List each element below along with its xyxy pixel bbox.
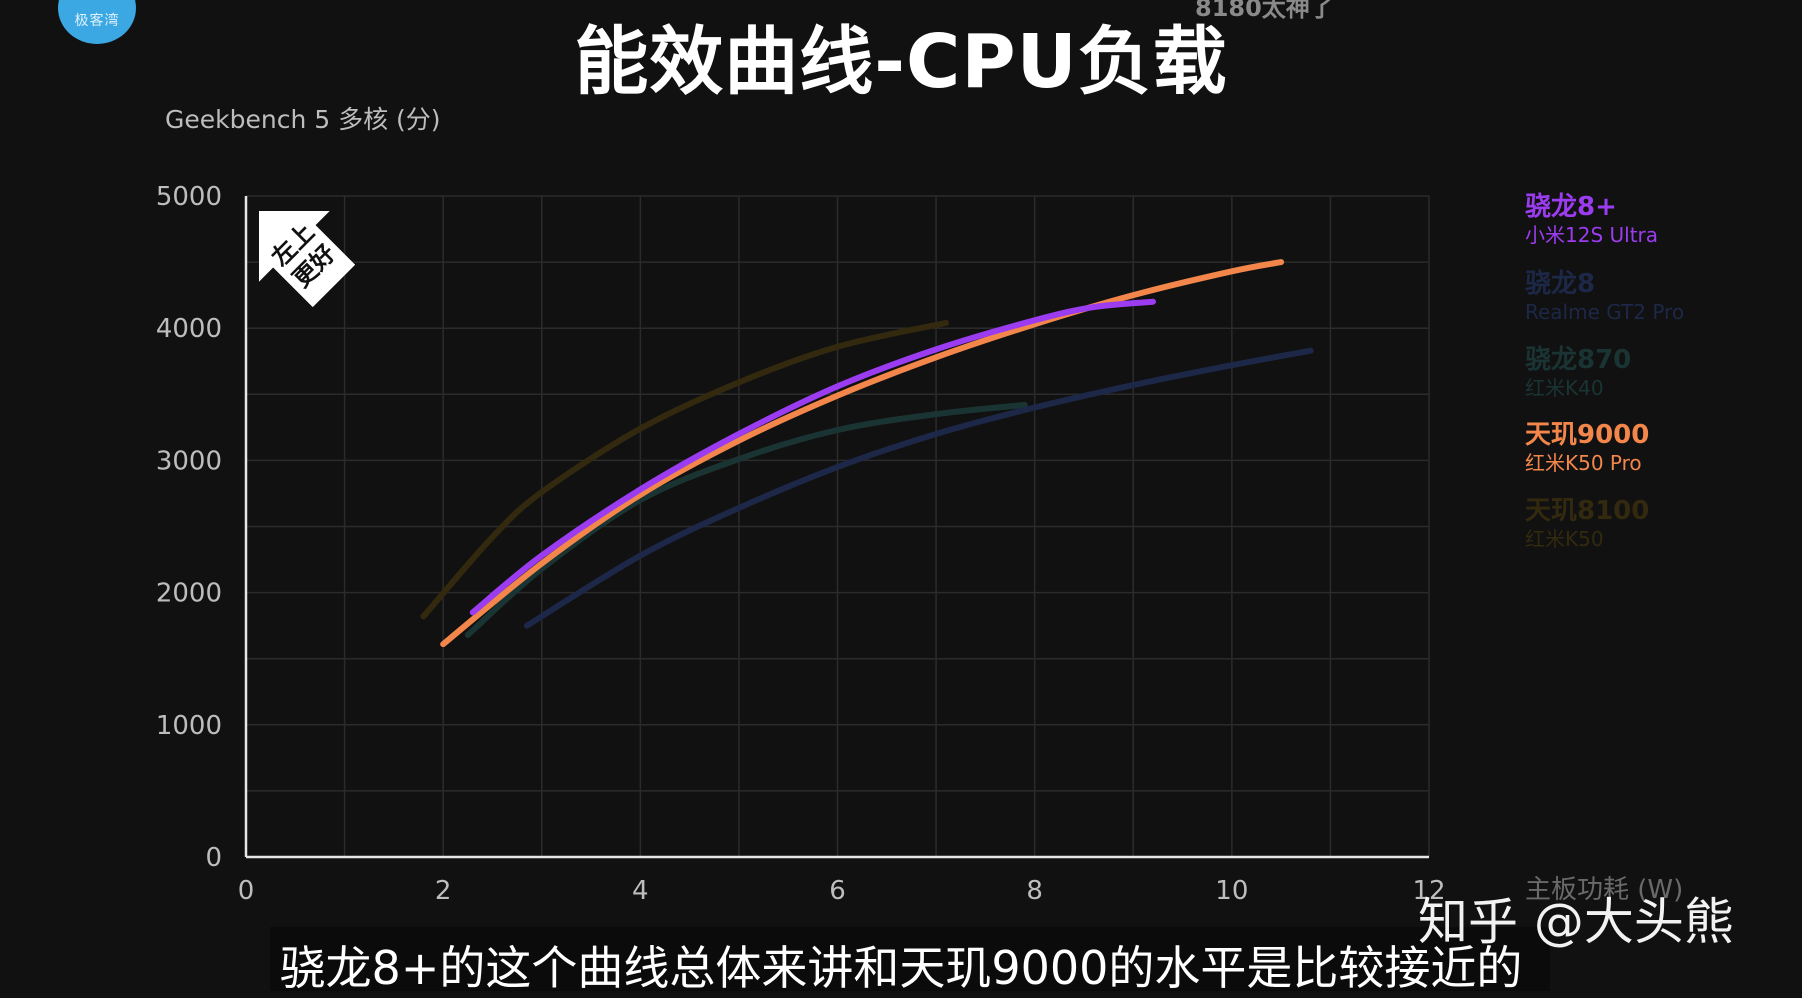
legend-device-d8100: 红米K50	[1525, 527, 1604, 551]
legend-name-sd8: 骁龙8	[1525, 269, 1595, 299]
y-tick-label: 5000	[156, 182, 222, 212]
legend-name-d9000: 天玑9000	[1525, 420, 1649, 450]
x-tick-label: 6	[829, 876, 846, 906]
legend-device-sd8plus: 小米12S Ultra	[1525, 223, 1658, 247]
legend-name-sd8plus: 骁龙8+	[1525, 192, 1617, 222]
series-line-d9000	[440, 259, 1285, 648]
y-tick-label: 0	[205, 843, 222, 873]
video-subtitle: 骁龙8+的这个曲线总体来讲和天玑9000的水平是比较接近的	[279, 941, 1523, 995]
subtitle-background	[270, 927, 1550, 991]
series-line-sd870	[464, 401, 1028, 638]
x-tick-label: 10	[1215, 876, 1248, 906]
legend-device-d9000: 红米K50 Pro	[1525, 451, 1642, 475]
legend-name-d8100: 天玑8100	[1525, 496, 1649, 526]
y-tick-label: 4000	[156, 314, 222, 344]
x-tick-label: 4	[632, 876, 649, 906]
x-tick-label: 0	[238, 876, 255, 906]
legend-name-sd870: 骁龙870	[1525, 345, 1631, 375]
legend-device-sd8: Realme GT2 Pro	[1525, 300, 1684, 324]
chart-title: 能效曲线-CPU负载	[574, 19, 1228, 105]
x-tick-label: 8	[1026, 876, 1043, 906]
series-line-sd8	[523, 347, 1314, 629]
series-line-d8100	[420, 319, 949, 620]
y-axis-label: Geekbench 5 多核 (分)	[165, 105, 441, 134]
x-tick-label: 2	[435, 876, 452, 906]
legend-device-sd870: 红米K40	[1525, 376, 1604, 400]
top-caption: 8180太神了	[1195, 0, 1334, 22]
badge-arrow-shape	[258, 210, 356, 308]
x-tick-label: 12	[1412, 876, 1445, 906]
series-line-sd8plus	[469, 298, 1156, 616]
y-tick-label: 2000	[156, 579, 222, 609]
y-tick-label: 3000	[156, 446, 222, 476]
y-tick-label: 1000	[156, 711, 222, 741]
x-axis-label: 主板功耗 (W)	[1525, 875, 1683, 905]
brand-logo-text: 极客湾	[74, 13, 120, 29]
zhihu-watermark: 知乎 @大头熊	[1418, 893, 1734, 951]
